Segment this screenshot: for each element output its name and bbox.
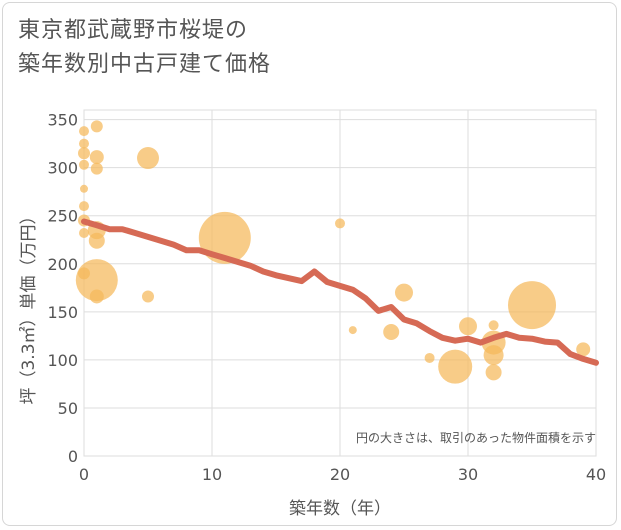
y-tick-label: 150 [47, 303, 78, 322]
tick-labels: 0 50 100 150 200 250 300 350 0 10 20 30 40 [47, 111, 606, 484]
trend-line [81, 218, 599, 366]
bubble-point [79, 228, 89, 239]
bubble-point [90, 120, 103, 133]
y-tick-label: 100 [47, 351, 78, 370]
y-axis-title: 坪（3.3㎡）単価（万円） [19, 207, 39, 404]
bubble-point [79, 201, 89, 212]
bubble-point [508, 281, 556, 330]
bubble-point [576, 342, 591, 357]
x-tick-label: 30 [458, 465, 478, 484]
bubble-point [78, 147, 90, 160]
chart-title-line2: 築年数別中古戸建て価格 [18, 52, 272, 77]
bubble-point [383, 324, 400, 341]
bubble-point [142, 290, 154, 303]
bubble-point [483, 345, 504, 366]
bubble-point [198, 211, 251, 264]
bubble-point [75, 259, 118, 302]
grid [83, 109, 597, 457]
chart-title-line1: 東京都武蔵野市桜堤の [18, 18, 249, 43]
y-tick-label: 50 [58, 399, 78, 418]
bubble-point [395, 283, 413, 302]
chart-title: 東京都武蔵野市桜堤の 築年数別中古戸建て価格 [18, 14, 271, 82]
x-tick-label: 20 [330, 465, 350, 484]
bubble-point [90, 162, 103, 175]
y-tick-label: 200 [47, 255, 78, 274]
bubble-point [137, 147, 159, 170]
bubble-point [80, 184, 88, 193]
bubbles [75, 120, 591, 384]
x-tick-label: 40 [586, 465, 606, 484]
bubble-point [335, 218, 345, 229]
bubble-point [79, 126, 89, 137]
bubble-point [89, 289, 104, 304]
bubble-point [488, 320, 499, 331]
size-note: 円の大きさは、取引のあった物件面積を示す [356, 430, 596, 445]
bubble-point [79, 138, 89, 149]
bubble-point [88, 232, 105, 249]
bubble-point [79, 159, 89, 170]
bubble-point [485, 364, 502, 381]
bubble-point [348, 326, 357, 335]
bubble-point [424, 352, 435, 363]
bubble-point [438, 349, 473, 384]
bubble-point [459, 317, 477, 336]
y-tick-label: 300 [47, 159, 78, 178]
x-tick-label: 0 [79, 465, 89, 484]
bubble-point [89, 150, 104, 165]
y-tick-label: 350 [47, 111, 78, 130]
y-tick-label: 250 [47, 207, 78, 226]
x-axis-title: 築年数（年） [289, 499, 391, 519]
x-tick-label: 10 [202, 465, 222, 484]
y-tick-label: 0 [68, 447, 78, 466]
